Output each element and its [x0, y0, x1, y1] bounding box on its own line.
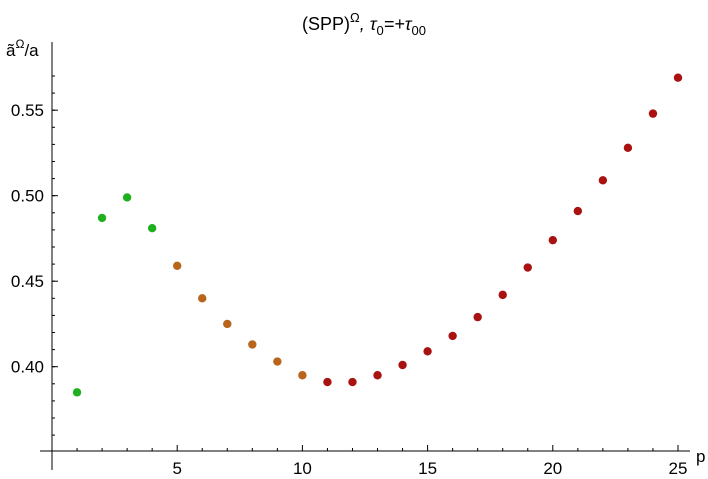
y-tick-label: 0.55	[11, 101, 44, 120]
x-tick-label: 15	[418, 459, 437, 478]
data-point	[598, 176, 608, 185]
x-tick-label: 10	[293, 459, 312, 478]
data-point	[398, 360, 407, 370]
data-point	[173, 261, 182, 271]
data-point	[348, 377, 357, 387]
data-point	[72, 388, 82, 397]
data-point	[273, 357, 282, 366]
x-tick-label: 5	[172, 459, 181, 478]
data-point	[423, 347, 432, 356]
x-tick-label: 20	[543, 459, 562, 478]
data-point	[122, 193, 132, 202]
data-point	[573, 206, 583, 216]
data-point	[523, 263, 532, 272]
data-point	[223, 319, 232, 329]
data-point	[648, 109, 658, 118]
x-axis-label: p	[696, 447, 705, 466]
data-point	[673, 73, 683, 82]
data-points	[72, 73, 683, 397]
y-tick-label: 0.45	[11, 272, 44, 291]
chart-title: (SPP)Ω, τ0=+τ00	[302, 10, 426, 38]
axis-ticks: 5 10 15 20 25 0.40 0.45 0.50 0.55	[11, 75, 688, 478]
data-point	[548, 235, 557, 245]
data-point	[498, 290, 507, 300]
y-tick-label: 0.40	[11, 358, 44, 377]
data-point	[473, 312, 482, 322]
data-point	[198, 294, 207, 303]
data-point	[298, 371, 307, 380]
data-point	[373, 371, 382, 380]
data-point	[323, 377, 332, 387]
data-point	[97, 213, 107, 223]
y-tick-label: 0.50	[11, 187, 44, 206]
data-point	[248, 340, 257, 349]
data-point	[448, 331, 457, 341]
y-axis-label: ãΩ/a	[6, 37, 39, 60]
data-point	[147, 223, 157, 233]
data-point	[623, 143, 633, 153]
x-tick-label: 25	[669, 459, 688, 478]
